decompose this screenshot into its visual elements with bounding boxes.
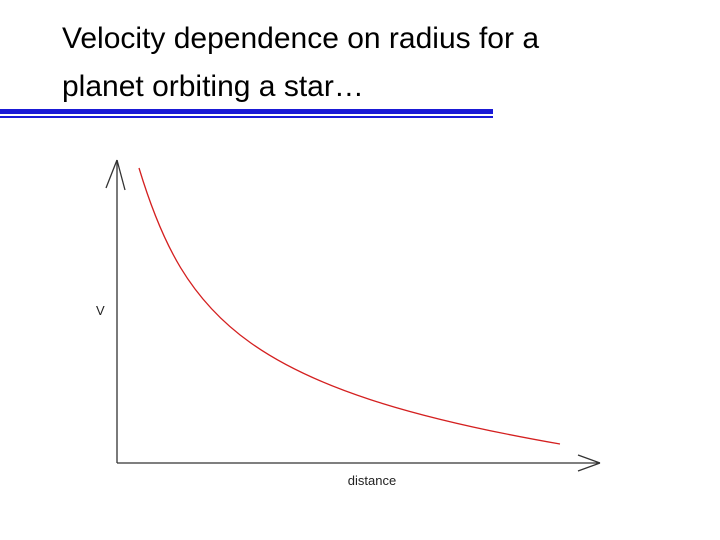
y-arrow	[116, 159, 126, 191]
velocity-curve	[138, 167, 561, 445]
y-arrow	[105, 159, 118, 189]
title-line: Velocity dependence on radius for a	[62, 22, 539, 55]
title-rule	[0, 116, 493, 118]
x-arrow	[577, 454, 601, 464]
x-axis-label: distance	[348, 473, 396, 488]
axes	[105, 159, 601, 472]
title-rule	[0, 109, 493, 114]
title-line: planet orbiting a star…	[62, 70, 364, 103]
x-arrow	[577, 462, 601, 472]
y-axis-label: V	[96, 303, 105, 318]
